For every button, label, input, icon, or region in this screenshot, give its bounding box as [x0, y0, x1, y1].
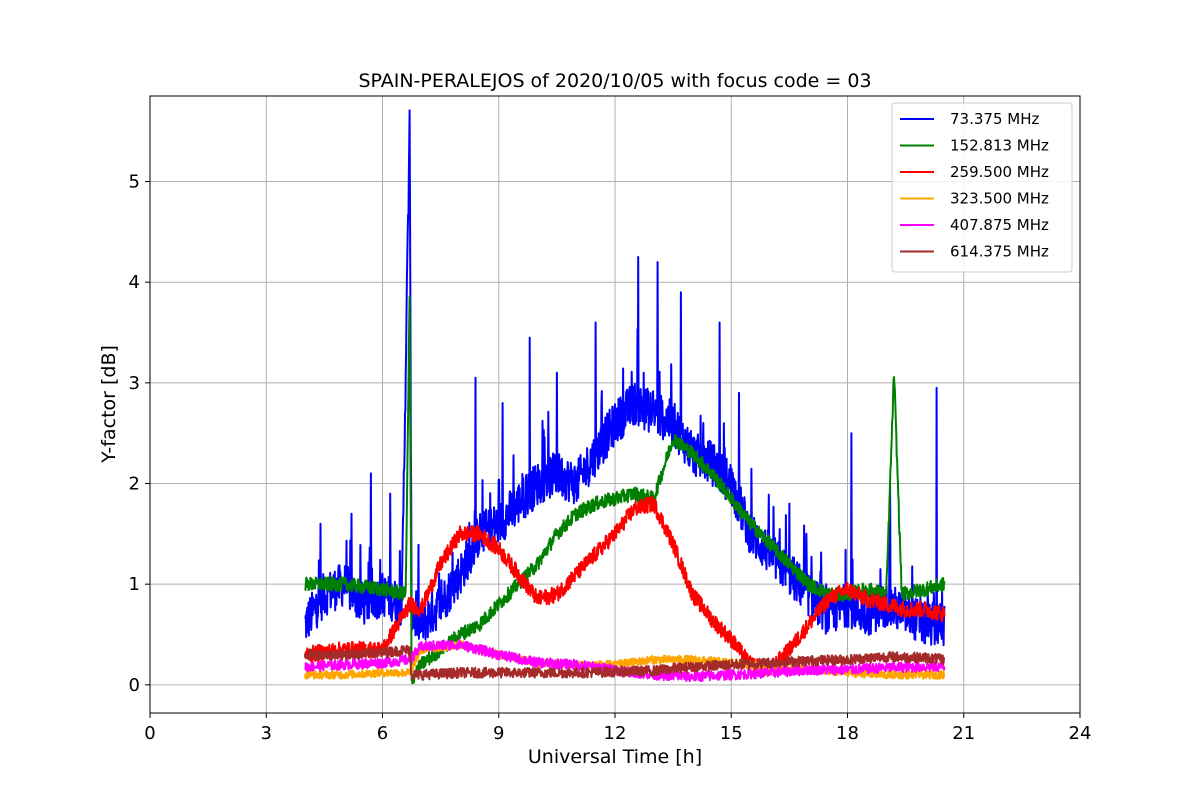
- x-tick-label: 0: [144, 723, 155, 744]
- chart-title: SPAIN-PERALEJOS of 2020/10/05 with focus…: [358, 70, 871, 92]
- x-tick-label: 6: [377, 723, 388, 744]
- y-tick-label: 1: [129, 574, 140, 595]
- y-tick-label: 5: [129, 172, 140, 193]
- series-line-5: [304, 644, 946, 681]
- legend-label: 73.375 MHz: [950, 110, 1039, 128]
- y-tick-label: 4: [129, 272, 140, 293]
- series-lines: [304, 109, 946, 685]
- series-line-0: [304, 109, 946, 647]
- x-tick-label: 21: [952, 723, 975, 744]
- y-tick-label: 3: [129, 373, 140, 394]
- y-tick-label: 2: [129, 474, 140, 495]
- legend-label: 323.500 MHz: [950, 190, 1049, 208]
- x-tick-label: 3: [261, 723, 272, 744]
- legend-label: 614.375 MHz: [950, 243, 1049, 261]
- legend: 73.375 MHz 152.813 MHz 259.500 MHz 323.500 …: [891, 102, 1073, 273]
- series-line-2: [304, 495, 946, 677]
- x-tick-label: 9: [493, 723, 504, 744]
- y-tick-label: 0: [129, 675, 140, 696]
- x-tick-label: 18: [836, 723, 859, 744]
- x-tick-label: 12: [604, 723, 627, 744]
- legend-label: 407.875 MHz: [950, 216, 1049, 234]
- y-axis-label: Y-factor [dB]: [98, 345, 120, 464]
- x-tick-label: 24: [1069, 723, 1092, 744]
- x-axis-label: Universal Time [h]: [528, 746, 702, 768]
- x-tick-label: 15: [720, 723, 743, 744]
- legend-label: 152.813 MHz: [950, 137, 1049, 155]
- legend-box: [891, 102, 1073, 273]
- legend-label: 259.500 MHz: [950, 163, 1049, 181]
